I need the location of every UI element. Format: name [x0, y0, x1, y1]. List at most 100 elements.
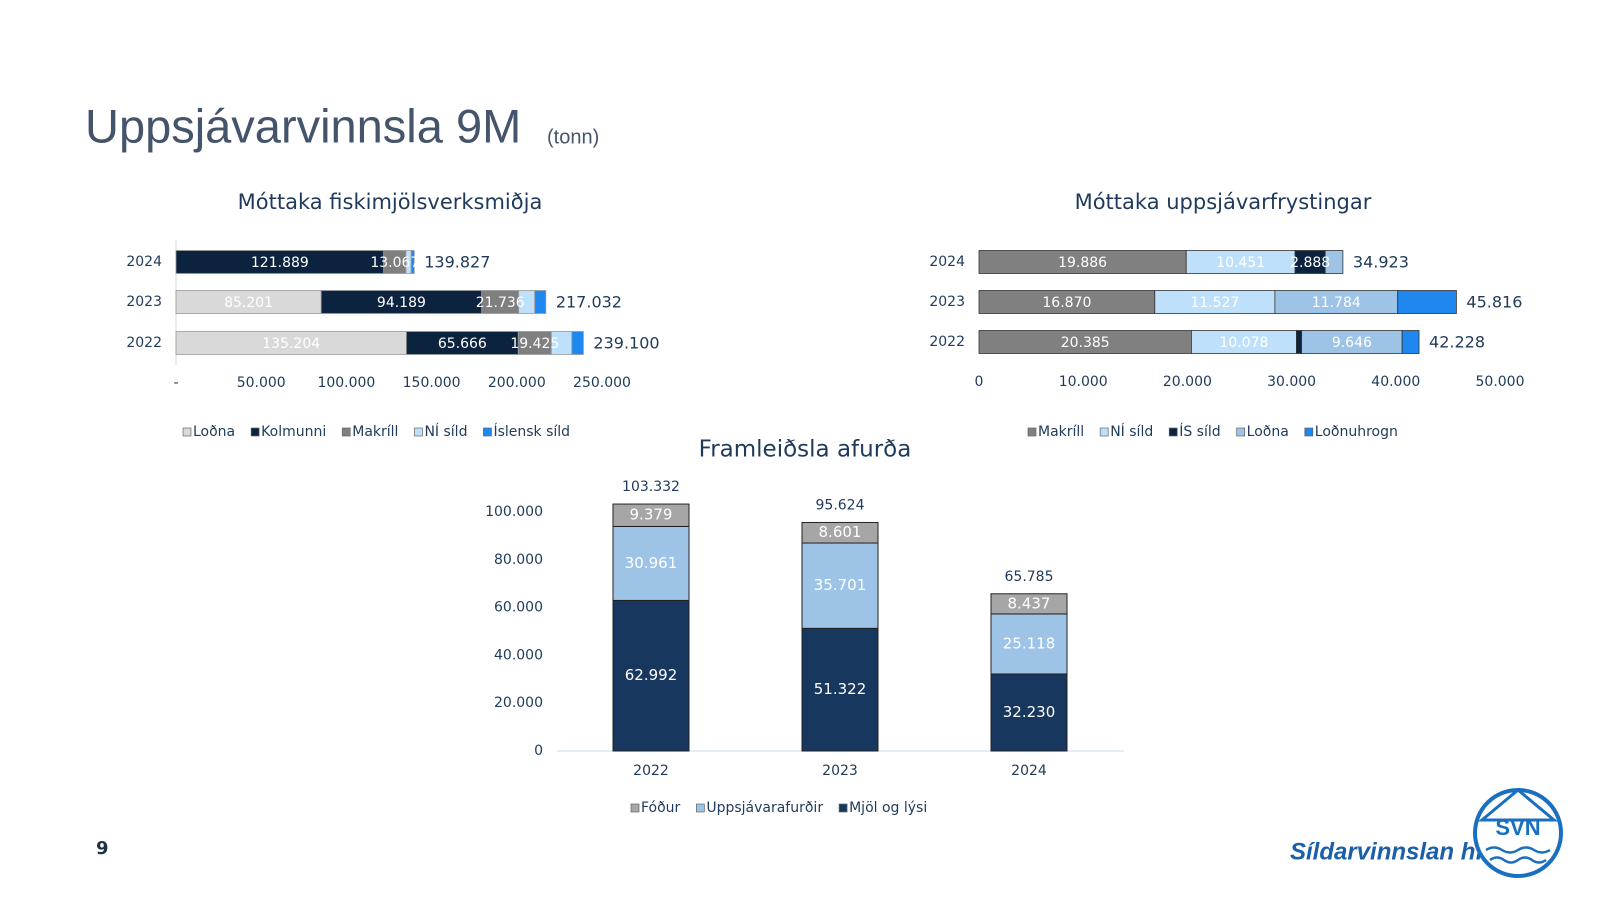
legend-label: Kolmunni [261, 424, 326, 440]
legend-label: Fóður [641, 800, 681, 816]
bar-segment [1296, 330, 1303, 354]
total-label: 217.032 [556, 293, 622, 312]
total-label: 139.827 [424, 253, 490, 272]
x-tick-label: 50.000 [237, 375, 286, 391]
legend-label: Makríll [1038, 424, 1084, 440]
total-label: 42.228 [1429, 333, 1485, 352]
x-tick-label: 10.000 [1059, 374, 1108, 390]
slide-subtitle: (tonn) [547, 126, 599, 148]
y-tick-label: 80.000 [494, 552, 543, 568]
value-label: 10.451 [1216, 255, 1265, 271]
legend-label: Loðnuhrogn [1315, 424, 1398, 440]
bar-segment [801, 542, 879, 629]
bar-segment [990, 673, 1068, 752]
value-label: 32.230 [1003, 703, 1056, 721]
legend-label: Mjöl og lýsi [849, 800, 927, 816]
logo-badge: SVN [1495, 815, 1540, 840]
bar-segment [571, 331, 584, 355]
legend-swatch [182, 427, 192, 437]
value-label: 20.385 [1061, 335, 1110, 351]
bar-segment [410, 250, 415, 274]
x-tick-label: 50.000 [1476, 374, 1525, 390]
value-label: 94.189 [377, 295, 426, 311]
value-label: 85.201 [224, 295, 273, 311]
bar-segment [1397, 290, 1457, 314]
legend-swatch [341, 427, 351, 437]
logo-waves [1485, 846, 1551, 864]
value-label: 51.322 [814, 680, 867, 698]
y-tick-label: 20.000 [494, 695, 543, 711]
value-label: 13.067 [370, 255, 419, 271]
total-label: 65.785 [1005, 569, 1054, 585]
value-label: 8.601 [819, 523, 862, 541]
value-label: 30.961 [625, 554, 678, 572]
y-tick-label: 2022 [929, 334, 965, 350]
chart-title: Móttaka fiskimjölsverksmiðja [238, 190, 543, 214]
total-label: 95.624 [816, 497, 865, 513]
legend-swatch [483, 427, 492, 437]
bar-segment [801, 627, 879, 752]
value-label: 65.666 [438, 336, 487, 352]
x-tick-label: 2023 [822, 763, 858, 779]
y-tick-label: 40.000 [494, 647, 543, 663]
legend-label: Íslensk síld [493, 423, 570, 440]
y-tick-label: 60.000 [494, 600, 543, 616]
bar-segment [801, 521, 879, 544]
x-tick-label: 100.000 [317, 375, 375, 391]
legend-label: Loðna [193, 424, 235, 440]
legend-label: ÍS síld [1179, 423, 1220, 440]
y-tick-label: 100.000 [485, 504, 543, 520]
legend-swatch [1027, 427, 1037, 437]
total-label: 34.923 [1353, 253, 1409, 272]
y-tick-label: 2023 [126, 294, 162, 310]
x-tick-label: 20.000 [1163, 374, 1212, 390]
value-label: 35.701 [814, 576, 867, 594]
value-label: 16.870 [1042, 295, 1091, 311]
value-label: 62.992 [625, 666, 678, 684]
legend-swatch [1236, 427, 1246, 437]
value-label: 9.379 [630, 506, 673, 524]
legend-label: NÍ síld [1110, 423, 1153, 440]
value-label: 10.078 [1219, 335, 1268, 351]
x-tick-label: 250.000 [573, 375, 631, 391]
x-tick-label: 2022 [633, 763, 669, 779]
value-label: 21.736 [476, 295, 525, 311]
legend-swatch [1099, 427, 1109, 437]
value-label: 121.889 [251, 255, 309, 271]
logo: SVN [1473, 788, 1563, 878]
logo-triangle [1477, 788, 1559, 822]
x-tick-label: 2024 [1011, 763, 1047, 779]
x-tick-label: 30.000 [1267, 374, 1316, 390]
legend-swatch [414, 427, 423, 437]
bar-segment [1324, 250, 1344, 274]
legend-label: Uppsjávarafurðir [706, 800, 823, 816]
total-label: 103.332 [622, 479, 680, 495]
legend-swatch [630, 803, 640, 813]
legend-swatch [838, 803, 848, 813]
bar-segment [612, 503, 690, 527]
total-label: 239.100 [593, 334, 659, 353]
legend-swatch [250, 427, 260, 437]
legend-swatch [695, 803, 705, 813]
y-tick-label: 2023 [929, 294, 965, 310]
value-label: 19.886 [1058, 255, 1107, 271]
bar-segment [1401, 330, 1420, 354]
bar-segment [534, 290, 547, 314]
legend-swatch [1168, 427, 1178, 437]
bar-segment [612, 525, 690, 601]
logo-text: Síldarvinnslan hf [1290, 838, 1485, 865]
value-label: 135.204 [262, 336, 320, 352]
value-label: 11.527 [1190, 295, 1239, 311]
value-label: 9.646 [1332, 335, 1372, 351]
y-tick-label: 2024 [126, 254, 162, 270]
chart-title: Móttaka uppsjávarfrystingar [1075, 190, 1372, 214]
x-tick-label: 0 [975, 374, 984, 390]
legend-label: Loðna [1247, 424, 1289, 440]
y-tick-label: 2022 [126, 335, 162, 351]
value-label: 11.784 [1312, 295, 1361, 311]
legend-label: Makríll [352, 424, 398, 440]
x-tick-label: 40.000 [1371, 374, 1420, 390]
bar-segment [990, 593, 1068, 615]
x-tick-label: 200.000 [488, 375, 546, 391]
